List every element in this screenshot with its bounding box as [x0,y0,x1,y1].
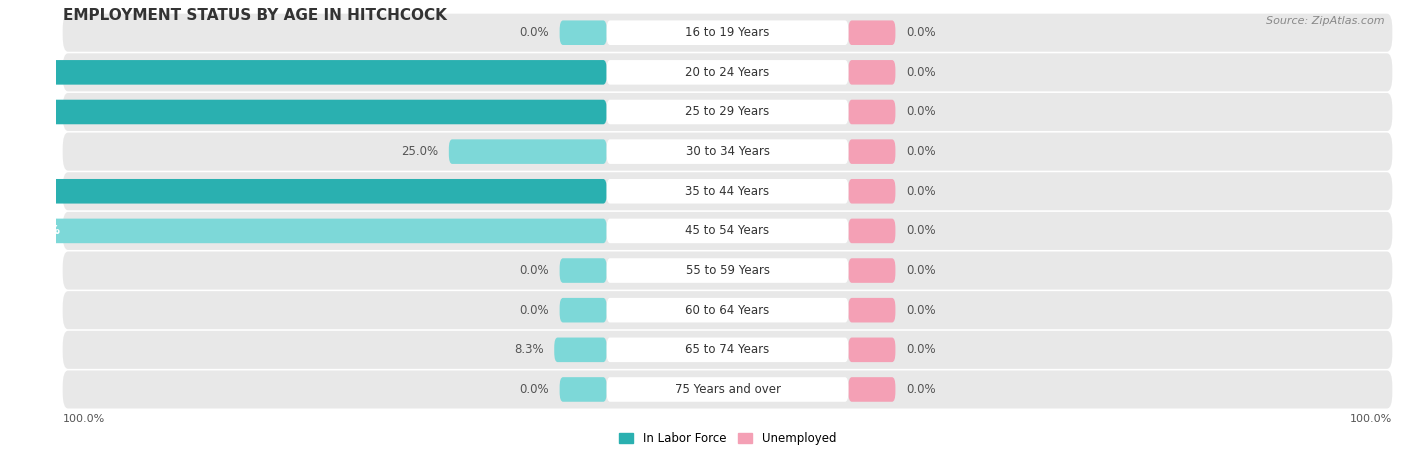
Text: 0.0%: 0.0% [519,383,548,396]
Text: 0.0%: 0.0% [905,106,936,119]
FancyBboxPatch shape [63,172,1392,210]
Text: 100.0%: 100.0% [0,66,45,79]
FancyBboxPatch shape [606,20,848,45]
Text: EMPLOYMENT STATUS BY AGE IN HITCHCOCK: EMPLOYMENT STATUS BY AGE IN HITCHCOCK [63,8,447,23]
Text: 65 to 74 Years: 65 to 74 Years [685,343,769,356]
FancyBboxPatch shape [0,179,606,203]
FancyBboxPatch shape [606,337,848,362]
Text: 8.3%: 8.3% [513,343,544,356]
Text: 0.0%: 0.0% [905,185,936,198]
FancyBboxPatch shape [606,298,848,322]
FancyBboxPatch shape [848,298,896,322]
Text: 0.0%: 0.0% [905,264,936,277]
FancyBboxPatch shape [848,139,896,164]
FancyBboxPatch shape [0,100,606,124]
FancyBboxPatch shape [848,179,896,203]
FancyBboxPatch shape [63,370,1392,409]
FancyBboxPatch shape [848,60,896,85]
Text: 0.0%: 0.0% [905,383,936,396]
FancyBboxPatch shape [848,337,896,362]
Text: 60 to 64 Years: 60 to 64 Years [685,304,769,317]
FancyBboxPatch shape [63,252,1392,290]
FancyBboxPatch shape [63,291,1392,329]
FancyBboxPatch shape [63,14,1392,52]
FancyBboxPatch shape [606,377,848,402]
FancyBboxPatch shape [848,20,896,45]
FancyBboxPatch shape [606,139,848,164]
Legend: In Labor Force, Unemployed: In Labor Force, Unemployed [614,428,841,450]
FancyBboxPatch shape [0,60,606,85]
Text: 0.0%: 0.0% [519,264,548,277]
Text: 100.0%: 100.0% [0,185,45,198]
Text: 0.0%: 0.0% [519,26,548,39]
FancyBboxPatch shape [848,219,896,243]
FancyBboxPatch shape [560,298,606,322]
Text: 100.0%: 100.0% [0,106,45,119]
Text: 55 to 59 Years: 55 to 59 Years [686,264,769,277]
FancyBboxPatch shape [606,219,848,243]
FancyBboxPatch shape [606,60,848,85]
Text: 0.0%: 0.0% [905,66,936,79]
FancyBboxPatch shape [63,331,1392,369]
FancyBboxPatch shape [848,258,896,283]
Text: 0.0%: 0.0% [905,304,936,317]
Text: 0.0%: 0.0% [519,304,548,317]
Text: 30 to 34 Years: 30 to 34 Years [686,145,769,158]
Text: 0.0%: 0.0% [905,26,936,39]
Text: 16 to 19 Years: 16 to 19 Years [685,26,769,39]
Text: 0.0%: 0.0% [905,225,936,237]
FancyBboxPatch shape [449,139,606,164]
FancyBboxPatch shape [606,100,848,124]
FancyBboxPatch shape [848,100,896,124]
FancyBboxPatch shape [560,377,606,402]
Text: 0.0%: 0.0% [905,145,936,158]
Text: 20 to 24 Years: 20 to 24 Years [685,66,769,79]
Text: 25 to 29 Years: 25 to 29 Years [685,106,769,119]
FancyBboxPatch shape [560,20,606,45]
FancyBboxPatch shape [554,337,606,362]
Text: 25.0%: 25.0% [401,145,439,158]
Text: 96.2%: 96.2% [20,225,60,237]
Text: 75 Years and over: 75 Years and over [675,383,780,396]
FancyBboxPatch shape [848,377,896,402]
Text: 35 to 44 Years: 35 to 44 Years [686,185,769,198]
FancyBboxPatch shape [63,53,1392,92]
Text: Source: ZipAtlas.com: Source: ZipAtlas.com [1267,16,1385,26]
FancyBboxPatch shape [0,219,606,243]
FancyBboxPatch shape [606,258,848,283]
FancyBboxPatch shape [606,179,848,203]
FancyBboxPatch shape [63,93,1392,131]
FancyBboxPatch shape [63,133,1392,170]
Text: 100.0%: 100.0% [1350,414,1392,424]
FancyBboxPatch shape [63,212,1392,250]
Text: 45 to 54 Years: 45 to 54 Years [686,225,769,237]
Text: 100.0%: 100.0% [63,414,105,424]
Text: 0.0%: 0.0% [905,343,936,356]
FancyBboxPatch shape [560,258,606,283]
